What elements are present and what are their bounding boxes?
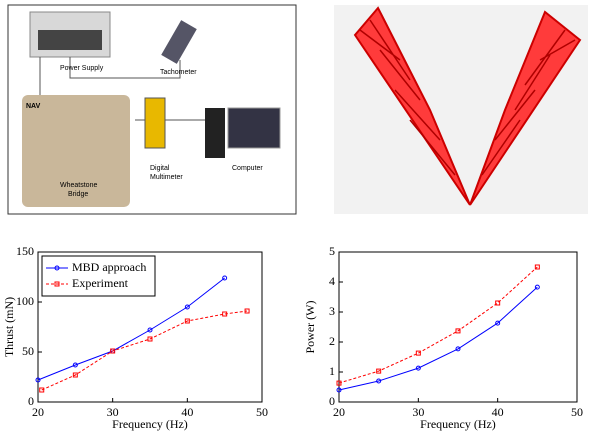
plot-frame (339, 252, 577, 402)
legend-label: Experiment (72, 276, 129, 290)
y-tick-label: 0 (329, 394, 335, 408)
y-tick-label: 3 (329, 304, 335, 318)
x-axis-label: Frequency (Hz) (420, 417, 496, 431)
label: NAV (26, 103, 41, 110)
series-line (339, 267, 537, 383)
y-tick-label: 4 (329, 274, 335, 288)
wing-mesh (334, 5, 588, 214)
setup-diagram: Power Supply Tachometer NAV Digital Mult… (8, 5, 296, 214)
series-line (42, 311, 247, 390)
y-tick-label: 2 (329, 334, 335, 348)
y-tick-label: 5 (329, 244, 335, 258)
y-tick-label: 1 (329, 364, 335, 378)
label: Computer (232, 165, 263, 172)
y-tick-label: 100 (16, 294, 34, 308)
y-tick-label: 0 (28, 394, 34, 408)
label: Wheatstone (60, 182, 97, 189)
canvas: Power Supply Tachometer NAV Digital Mult… (0, 0, 598, 434)
y-tick-label: 150 (16, 244, 34, 258)
x-axis-label: Frequency (Hz) (112, 417, 188, 431)
computer-tower (205, 108, 225, 158)
label: Digital (150, 165, 170, 172)
y-axis-label: Power (W) (303, 301, 317, 354)
y-tick-label: 50 (22, 344, 34, 358)
computer-screen (228, 108, 280, 148)
y-axis-label: Thrust (mN) (2, 297, 16, 357)
label: Multimeter (150, 174, 183, 181)
label: Bridge (68, 191, 88, 198)
power-panel (38, 30, 102, 50)
legend-label: MBD approach (72, 260, 146, 274)
figure: Power Supply Tachometer NAV Digital Mult… (0, 0, 598, 434)
label: Power Supply (60, 65, 104, 72)
x-tick-label: 50 (256, 405, 268, 419)
label: Tachometer (160, 69, 197, 76)
multimeter (145, 98, 165, 148)
x-tick-label: 50 (571, 405, 583, 419)
